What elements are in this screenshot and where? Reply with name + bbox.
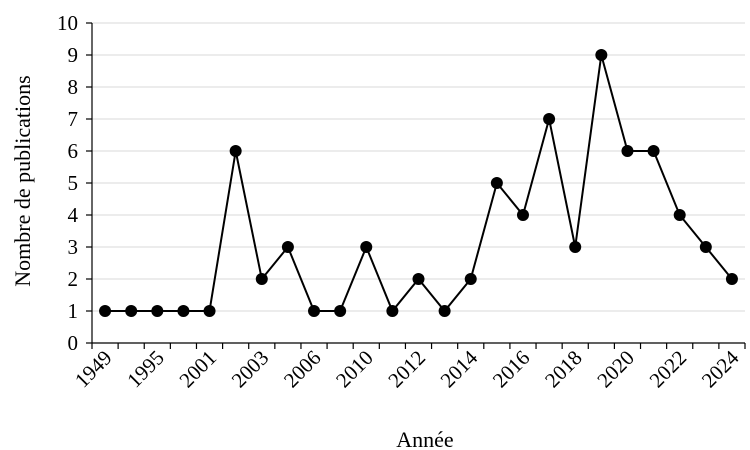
x-axis-title: Année [396,427,453,450]
x-tick-label: 2016 [488,346,535,393]
y-tick-label: 0 [68,331,79,355]
data-point [281,241,294,253]
y-tick-label: 6 [68,139,79,163]
data-point [360,241,373,253]
data-point [699,241,712,253]
data-point [125,305,138,317]
data-point [386,305,399,317]
y-axis-title: Nombre de publications [10,75,35,286]
y-tick-label: 2 [68,267,79,291]
grid-lines [92,22,745,312]
data-point [203,305,216,317]
data-point [229,145,242,157]
y-tick-label: 3 [68,235,79,259]
data-point [334,305,347,317]
data-point [543,113,556,125]
data-point [308,305,321,317]
data-point [621,145,634,157]
x-tick-label: 2024 [697,345,744,392]
x-tick-label: 2003 [227,346,274,393]
x-tick-label: 2022 [645,346,692,393]
axes [86,22,746,349]
y-tick-label: 7 [68,107,79,131]
y-tick-label: 9 [68,43,79,67]
y-tick-label: 1 [68,299,79,323]
y-tick-label: 5 [68,171,79,195]
data-point [490,177,503,189]
series [99,49,738,317]
x-tick-label: 2018 [540,346,587,393]
x-tick-label: 2006 [279,346,326,393]
data-point [516,209,529,221]
x-tick-label: 1995 [122,346,169,393]
x-tick-label: 2020 [592,346,639,393]
data-point [151,305,164,317]
data-point [464,273,477,285]
y-tick-label: 4 [68,203,79,227]
x-tick-label: 2014 [436,345,483,392]
y-tick-label: 8 [68,75,79,99]
data-point [595,49,608,61]
data-point [673,209,686,221]
x-tick-label: 2010 [331,346,378,393]
data-point [177,305,190,317]
data-point [569,241,582,253]
x-tick-label: 2001 [174,346,221,393]
data-point [412,273,425,285]
data-point [725,273,738,285]
data-point [438,305,451,317]
data-point [647,145,660,157]
data-point [99,305,112,317]
x-tick-label: 2012 [383,346,430,393]
y-tick-labels: 0 1 2 3 4 5 6 7 8 9 10 [57,11,79,355]
y-tick-label: 10 [57,11,78,35]
data-point [255,273,268,285]
x-tick-labels: 1949 1995 2001 2003 2006 2010 2012 2014 2016 2018… [70,345,744,392]
